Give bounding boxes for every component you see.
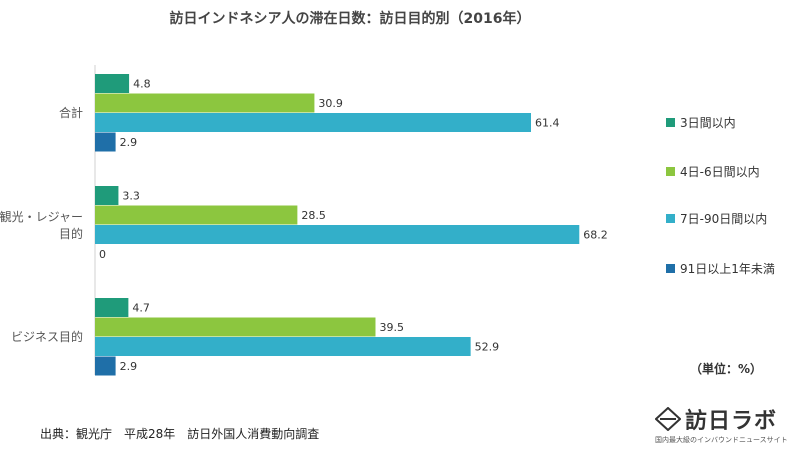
source-note: 出典：観光庁 平成28年 訪日外国人消費動向調査 [40, 427, 320, 441]
bar-0-1 [95, 93, 315, 113]
legend-swatch-0 [666, 118, 675, 127]
brand-name: 訪日ラボ [685, 409, 778, 434]
bar-2-1 [95, 317, 376, 337]
data-label-0-0: 4.8 [133, 78, 151, 91]
chart-title: 訪日インドネシア人の滞在日数：訪日目的別（2016年） [169, 11, 531, 27]
data-label-1-1: 28.5 [301, 209, 326, 222]
bar-1-1 [95, 205, 298, 225]
bar-1-0 [95, 186, 119, 205]
legend-label-2: 7日-90日間以内 [680, 212, 767, 226]
legend-swatch-2 [666, 214, 675, 223]
data-label-2-1: 39.5 [379, 321, 404, 334]
legend-swatch-3 [666, 264, 675, 273]
bar-2-2 [95, 337, 471, 356]
category-label-1: 観光・レジャー [0, 210, 83, 224]
bar-0-3 [95, 132, 116, 152]
data-label-0-1: 30.9 [318, 97, 343, 110]
legend-label-1: 4日-6日間以内 [680, 165, 760, 179]
category-label-1: 目的 [59, 226, 83, 241]
legend-label-3: 91日以上1年未満 [680, 262, 775, 276]
unit-note: （単位：%） [690, 362, 763, 376]
bar-1-2 [95, 225, 580, 244]
data-label-1-3: 0 [99, 248, 106, 261]
bar-2-0 [95, 298, 129, 317]
bar-0-0 [95, 74, 130, 93]
data-label-0-2: 61.4 [535, 117, 560, 130]
category-label-0: 合計 [59, 105, 83, 120]
category-label-2: ビジネス目的 [11, 329, 83, 344]
legend-swatch-1 [666, 167, 675, 176]
data-label-2-0: 4.7 [132, 302, 150, 315]
brand-icon [655, 407, 681, 431]
data-label-2-3: 2.9 [120, 360, 138, 373]
data-label-1-0: 3.3 [122, 190, 140, 203]
bar-0-2 [95, 113, 531, 132]
brand-logo: 訪日ラボ 国内最大級のインバウンドニュースサイト [655, 405, 795, 447]
legend-label-0: 3日間以内 [680, 116, 736, 130]
data-label-2-2: 52.9 [475, 341, 500, 354]
data-label-0-3: 2.9 [120, 136, 138, 149]
brand-tagline: 国内最大級のインバウンドニュースサイト [655, 436, 788, 444]
data-label-1-2: 68.2 [583, 229, 608, 242]
bar-2-3 [95, 356, 116, 376]
